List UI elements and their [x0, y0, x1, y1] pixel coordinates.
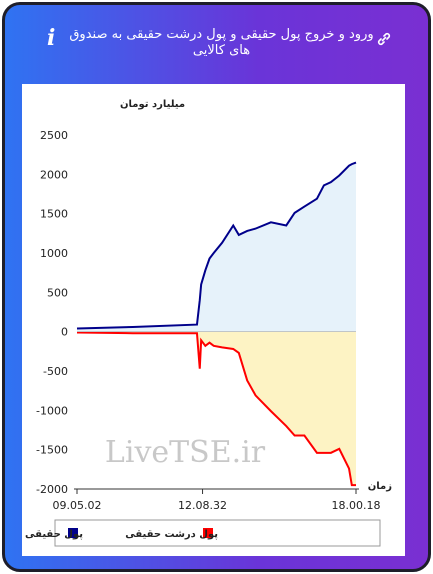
y-tick-label: 2500	[40, 129, 68, 142]
series-line	[76, 161, 357, 330]
y-tick-label: 1500	[40, 208, 68, 221]
series-area	[77, 331, 356, 486]
link-icon[interactable]	[376, 31, 392, 47]
y-tick-label: 500	[47, 286, 68, 299]
legend-label: پول درشت حقیقی	[125, 529, 218, 540]
y-tick-label: 0	[61, 326, 68, 339]
y-tick-label: 2000	[40, 168, 68, 181]
x-tick-label: 12.08.32	[178, 499, 227, 512]
y-tick-label: -1500	[36, 444, 68, 457]
y-axis-label: میلیارد تومان	[120, 99, 185, 110]
y-tick-label: -500	[43, 365, 68, 378]
watermark: LiveTSE.ir	[105, 435, 266, 470]
y-tick-label: -2000	[36, 483, 68, 496]
series-line	[76, 331, 356, 487]
legend-swatch	[203, 528, 213, 538]
chart-title: ورود و خروج پول حقیقی و پول درشت حقیقی ب…	[69, 27, 374, 58]
x-tick-label: 18.00.18	[332, 499, 381, 512]
legend-swatch	[68, 528, 78, 538]
info-icon[interactable]: i	[47, 25, 56, 51]
x-axis-label: زمان	[368, 481, 392, 492]
legend-box	[54, 519, 381, 547]
y-tick-label: 1000	[40, 247, 68, 260]
legend-label: پول حقیقی	[25, 529, 83, 540]
y-tick-label: -1000	[36, 404, 68, 417]
x-tick-label: 09.05.02	[53, 499, 102, 512]
series-area	[77, 162, 356, 332]
